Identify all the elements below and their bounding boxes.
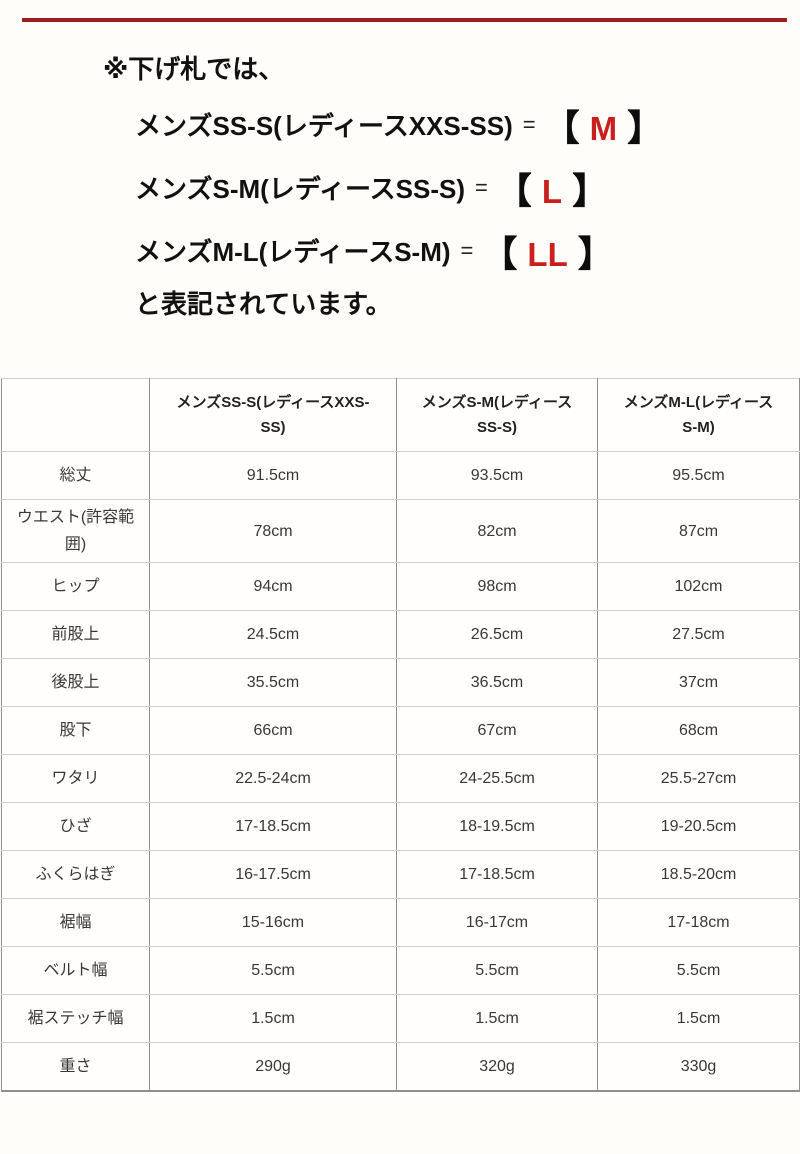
size-table-header-row: メンズSS-S(レディースXXS-SS) メンズS-M(レディースSS-S) メ…: [1, 378, 800, 452]
measurement-cell: 68cm: [597, 706, 800, 756]
row-label: ヒップ: [1, 562, 150, 612]
notice-intro: ※下げ札では、: [103, 54, 285, 84]
row-label: 重さ: [1, 1042, 150, 1092]
tag-size-letter: M: [589, 109, 618, 147]
measurement-cell: 67cm: [396, 706, 598, 756]
row-label: 股下: [1, 706, 150, 756]
measurement-cell: 15-16cm: [149, 898, 397, 948]
table-row: 裾幅 15-16cm 16-17cm 17-18cm: [1, 898, 800, 948]
measurement-cell: 320g: [396, 1042, 598, 1092]
header-cell-size-l: メンズS-M(レディースSS-S): [396, 378, 598, 452]
measurement-cell: 82cm: [396, 498, 598, 564]
row-label: 裾幅: [1, 898, 150, 948]
measurement-cell: 5.5cm: [396, 946, 598, 996]
row-label: ウエスト(許容範囲): [1, 498, 150, 564]
row-label: 前股上: [1, 610, 150, 660]
table-row: ひざ 17-18.5cm 18-19.5cm 19-20.5cm: [1, 802, 800, 852]
tag-size-bracket: 【LL】: [481, 225, 613, 277]
measurement-cell: 18.5-20cm: [597, 850, 800, 900]
bracket-close: 】: [577, 232, 614, 274]
measurement-cell: 5.5cm: [149, 946, 397, 996]
row-label: ワタリ: [1, 754, 150, 804]
measurement-cell: 17-18cm: [597, 898, 800, 948]
row-label: 後股上: [1, 658, 150, 708]
bracket-open: 【: [543, 106, 580, 148]
row-label: 総丈: [1, 451, 150, 500]
table-row: ワタリ 22.5-24cm 24-25.5cm 25.5-27cm: [1, 754, 800, 804]
tag-size-range-label: メンズS-M(レディースSS-S): [135, 174, 466, 205]
bracket-open: 【: [495, 169, 532, 211]
tag-size-range-label: メンズSS-S(レディースXXS-SS): [135, 111, 513, 142]
measurement-cell: 24.5cm: [149, 610, 397, 660]
measurement-cell: 19-20.5cm: [597, 802, 800, 852]
measurement-cell: 22.5-24cm: [149, 754, 397, 804]
equals-sign: =: [475, 174, 488, 200]
header-cell-size-ll: メンズM-L(レディースS-M): [597, 378, 800, 452]
measurement-cell: 98cm: [396, 562, 598, 612]
notice-outro: と表記されています。: [135, 288, 392, 319]
size-table-container: メンズSS-S(レディースXXS-SS) メンズS-M(レディースSS-S) メ…: [1, 378, 800, 1092]
header-cell-size-m: メンズSS-S(レディースXXS-SS): [149, 378, 397, 452]
measurement-cell: 290g: [149, 1042, 397, 1092]
table-row: 股下 66cm 67cm 68cm: [1, 706, 800, 756]
measurement-cell: 37cm: [597, 658, 800, 708]
measurement-cell: 91.5cm: [149, 451, 397, 500]
measurement-cell: 25.5-27cm: [597, 754, 800, 804]
measurement-cell: 93.5cm: [396, 451, 598, 500]
row-label: ひざ: [1, 802, 150, 852]
size-table-body: 総丈 91.5cm 93.5cm 95.5cm ウエスト(許容範囲) 78cm 82cm 87…: [1, 451, 800, 1092]
size-spec-table: メンズSS-S(レディースXXS-SS) メンズS-M(レディースSS-S) メ…: [1, 378, 800, 1092]
row-label: ベルト幅: [1, 946, 150, 996]
measurement-cell: 26.5cm: [396, 610, 598, 660]
measurement-cell: 78cm: [149, 498, 397, 564]
table-row: ふくらはぎ 16-17.5cm 17-18.5cm 18.5-20cm: [1, 850, 800, 900]
table-row: 総丈 91.5cm 93.5cm 95.5cm: [1, 451, 800, 500]
measurement-cell: 17-18.5cm: [149, 802, 397, 852]
measurement-cell: 35.5cm: [149, 658, 397, 708]
equals-sign: =: [460, 237, 474, 263]
tag-mapping-line-m: メンズSS-S(レディースXXS-SS) = 【M】: [135, 99, 800, 151]
table-row: 後股上 35.5cm 36.5cm 37cm: [1, 658, 800, 708]
tag-size-letter: L: [541, 172, 563, 210]
tag-size-bracket: 【M】: [544, 99, 664, 151]
table-row: 前股上 24.5cm 26.5cm 27.5cm: [1, 610, 800, 660]
tag-size-range-label: メンズM-L(レディースS-M): [135, 237, 451, 268]
row-label: 裾ステッチ幅: [1, 994, 150, 1044]
measurement-cell: 17-18.5cm: [396, 850, 598, 900]
hang-tag-notice: ※下げ札では、 メンズSS-S(レディースXXS-SS) = 【M】 メンズS-…: [0, 53, 800, 322]
measurement-cell: 94cm: [149, 562, 397, 612]
tag-mapping-line-ll: メンズM-L(レディースS-M) = 【LL】: [135, 225, 800, 277]
table-row: ウエスト(許容範囲) 78cm 82cm 87cm: [1, 498, 800, 564]
bracket-close: 】: [572, 169, 609, 211]
table-row: ベルト幅 5.5cm 5.5cm 5.5cm: [1, 946, 800, 996]
measurement-cell: 1.5cm: [396, 994, 598, 1044]
measurement-cell: 24-25.5cm: [396, 754, 598, 804]
measurement-cell: 18-19.5cm: [396, 802, 598, 852]
bracket-open: 【: [481, 232, 518, 274]
measurement-cell: 16-17cm: [396, 898, 598, 948]
tag-size-letter: LL: [527, 235, 568, 273]
row-label: ふくらはぎ: [1, 850, 150, 900]
equals-sign: =: [522, 111, 536, 137]
tag-mapping-line-l: メンズS-M(レディースSS-S) = 【L】: [135, 162, 800, 214]
measurement-cell: 36.5cm: [396, 658, 598, 708]
measurement-cell: 95.5cm: [597, 451, 800, 500]
measurement-cell: 27.5cm: [597, 610, 800, 660]
measurement-cell: 16-17.5cm: [149, 850, 397, 900]
bracket-close: 】: [627, 106, 664, 148]
tag-size-bracket: 【L】: [496, 162, 608, 214]
measurement-cell: 1.5cm: [597, 994, 800, 1044]
measurement-cell: 66cm: [149, 706, 397, 756]
measurement-cell: 102cm: [597, 562, 800, 612]
table-row: ヒップ 94cm 98cm 102cm: [1, 562, 800, 612]
header-cell-empty: [1, 378, 150, 452]
measurement-cell: 87cm: [597, 498, 800, 564]
measurement-cell: 330g: [597, 1042, 800, 1092]
measurement-cell: 1.5cm: [149, 994, 397, 1044]
measurement-cell: 5.5cm: [597, 946, 800, 996]
table-row: 裾ステッチ幅 1.5cm 1.5cm 1.5cm: [1, 994, 800, 1044]
table-row: 重さ 290g 320g 330g: [1, 1042, 800, 1092]
top-divider-line: [22, 18, 787, 22]
